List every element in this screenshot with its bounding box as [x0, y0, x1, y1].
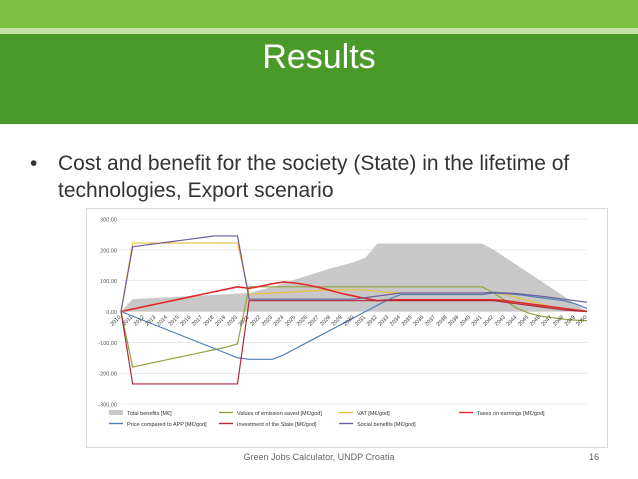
legend-label: Total benefits [M€] — [127, 411, 172, 417]
x-tick-label: 2044 — [506, 315, 519, 328]
x-tick-label: 2028 — [319, 315, 332, 328]
chart-container: 300,00 200,00 100,00 0,00 -100,00 -200,00 -300… — [86, 208, 608, 448]
series-line — [120, 300, 588, 385]
x-tick-label: 2040 — [459, 315, 472, 328]
x-tick-label: 2015 — [168, 315, 181, 328]
x-tick-label: 2039 — [447, 315, 460, 328]
x-tick-label: 2045 — [517, 315, 530, 328]
y-tick-label: 200,00 — [100, 248, 117, 254]
y-tick-label: 300,00 — [100, 218, 117, 224]
x-tick-label: 2018 — [203, 315, 216, 328]
x-tick-label: 2022 — [249, 315, 262, 328]
x-tick-label: 2042 — [482, 315, 495, 328]
x-tick-label: 2025 — [284, 315, 297, 328]
x-tick-label: 2019 — [214, 315, 227, 328]
x-tick-label: 2024 — [273, 315, 286, 328]
x-tick-label: 2030 — [343, 315, 356, 328]
x-tick-label: 2010 — [110, 315, 123, 328]
chart-svg: 300,00 200,00 100,00 0,00 -100,00 -200,00 -300… — [98, 218, 588, 429]
x-tick-label: 2036 — [412, 315, 425, 328]
x-tick-label: 2032 — [366, 315, 379, 328]
page-number: 16 — [589, 452, 600, 462]
x-tick-label: 2035 — [401, 315, 414, 328]
x-tick-label: 2027 — [308, 315, 321, 328]
x-tick-label: 2014 — [156, 315, 169, 328]
x-tick-label: 2026 — [296, 315, 309, 328]
y-tick-label: -300,00 — [98, 403, 117, 409]
series-line — [120, 281, 588, 313]
x-tick-label: 2016 — [179, 315, 192, 328]
legend-swatch — [109, 410, 123, 415]
x-tick-label: 2021 — [238, 315, 251, 328]
x-tick-label: 2034 — [389, 315, 402, 328]
x-tick-label: 2017 — [191, 315, 204, 328]
x-tick-label: 2049 — [564, 315, 577, 328]
title-band-stripe — [0, 28, 638, 34]
slide-title: Results — [262, 38, 376, 76]
bullet-icon: • — [30, 152, 38, 175]
x-tick-label: 2037 — [424, 315, 437, 328]
series-line — [120, 235, 588, 312]
x-tick-label: 2033 — [377, 315, 390, 328]
legend-label: Price compared to APP [M€/god] — [127, 422, 207, 428]
legend-label: VAT [M€/god] — [357, 411, 390, 417]
y-tick-label: -100,00 — [98, 341, 117, 347]
footer-text: Green Jobs Calculator, UNDP Croatia — [243, 452, 395, 462]
legend-label: Social benefits [M€/god] — [357, 422, 416, 428]
x-tick-label: 2048 — [552, 315, 565, 328]
legend-label: Taxes on earnings [M€/god] — [477, 411, 545, 417]
x-tick-label: 2029 — [331, 315, 344, 328]
y-tick-label: 100,00 — [100, 279, 117, 285]
legend-label: Investment of the State [M€/god] — [237, 422, 317, 428]
area-total-benefits — [121, 243, 587, 312]
x-tick-label: 2038 — [436, 315, 449, 328]
title-band-highlight — [0, 0, 638, 28]
y-tick-label: 0,00 — [106, 310, 117, 316]
x-tick-label: 2023 — [261, 315, 274, 328]
y-tick-label: -200,00 — [98, 372, 117, 378]
x-tick-label: 2020 — [226, 315, 239, 328]
series-line — [120, 292, 588, 360]
series-line — [120, 242, 588, 312]
x-tick-label: 2043 — [494, 315, 507, 328]
bullet-text: Cost and benefit for the society (State)… — [58, 152, 570, 202]
legend-label: Values of emission saved [M€/god] — [237, 411, 322, 417]
x-tick-label: 2041 — [471, 315, 484, 328]
